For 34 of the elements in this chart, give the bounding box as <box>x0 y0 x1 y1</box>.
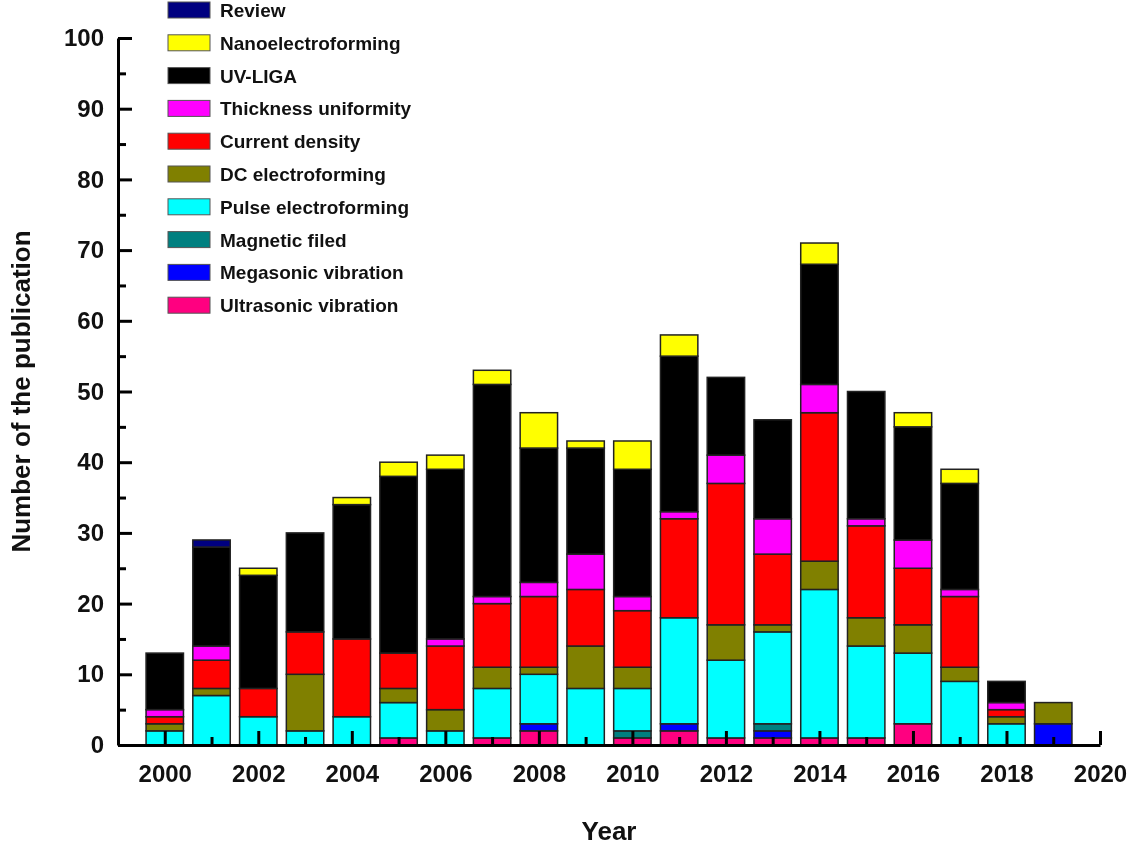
x-tick-label: 2008 <box>512 760 567 788</box>
legend-label: Review <box>220 0 286 21</box>
x-tick-label: 2004 <box>325 760 380 788</box>
y-tick-label: 40 <box>77 448 104 476</box>
legend-label: Pulse electroforming <box>220 196 409 218</box>
legend-label: Nanoelectroforming <box>220 32 401 54</box>
x-tick-label: 2020 <box>1073 760 1128 788</box>
y-tick-label: 50 <box>77 377 104 405</box>
x-tick-label: 2006 <box>419 760 473 788</box>
y-tick-label: 30 <box>77 519 104 547</box>
y-tick-label: 20 <box>77 589 104 617</box>
legend-label: Thickness uniformity <box>220 98 412 120</box>
x-tick-label: 2016 <box>886 760 941 788</box>
legend-label: Megasonic vibration <box>220 262 404 284</box>
y-tick-label: 0 <box>90 731 104 759</box>
x-tick-label: 2012 <box>699 760 754 788</box>
x-tick-label: 2014 <box>793 760 848 788</box>
y-tick-label: 100 <box>63 24 104 52</box>
legend-label: Current density <box>220 131 361 153</box>
x-tick-label: 2010 <box>606 760 660 788</box>
x-axis-title: Year <box>581 816 637 846</box>
y-axis-title: Number of the publication <box>6 230 36 553</box>
legend-label: Magnetic filed <box>220 229 347 251</box>
x-tick-label: 2002 <box>232 760 286 788</box>
x-tick-label: 2018 <box>980 760 1034 788</box>
x-tick-label: 2000 <box>138 760 192 788</box>
y-tick-label: 60 <box>77 306 104 334</box>
y-tick-label: 90 <box>77 94 104 122</box>
y-tick-label: 70 <box>77 236 104 264</box>
legend-label: DC electroforming <box>220 164 386 185</box>
legend-label: Ultrasonic vibration <box>220 295 399 317</box>
legend-label: UV-LIGA <box>220 65 298 87</box>
y-tick-label: 10 <box>77 660 104 688</box>
y-tick-label: 80 <box>77 165 104 193</box>
